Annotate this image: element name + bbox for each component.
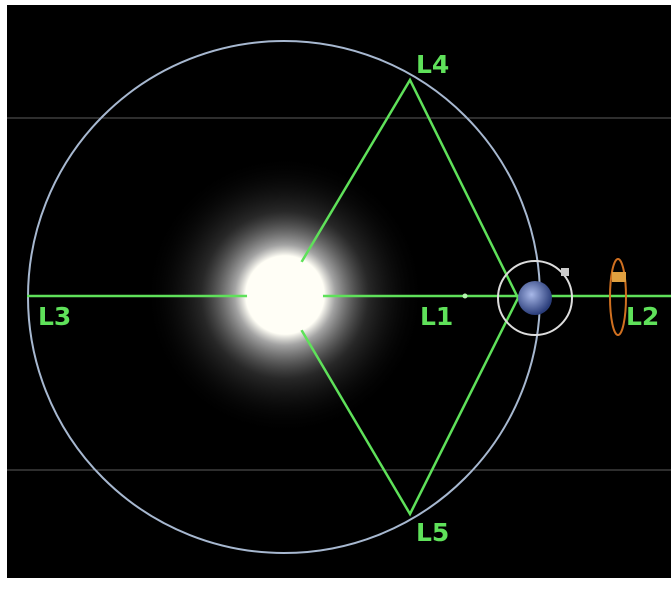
earth — [518, 281, 552, 315]
l1-point — [462, 293, 468, 299]
l5-label: L5 — [416, 518, 449, 547]
halo-orbit — [609, 258, 627, 336]
l4-label: L4 — [416, 50, 449, 79]
moon-orbit — [497, 260, 573, 336]
sun — [247, 258, 323, 334]
moon-satellite — [561, 268, 569, 276]
l1-label: L1 — [420, 302, 453, 331]
l3-label: L3 — [38, 302, 71, 331]
l2-label: L2 — [626, 302, 659, 331]
l2-satellite — [612, 272, 626, 282]
